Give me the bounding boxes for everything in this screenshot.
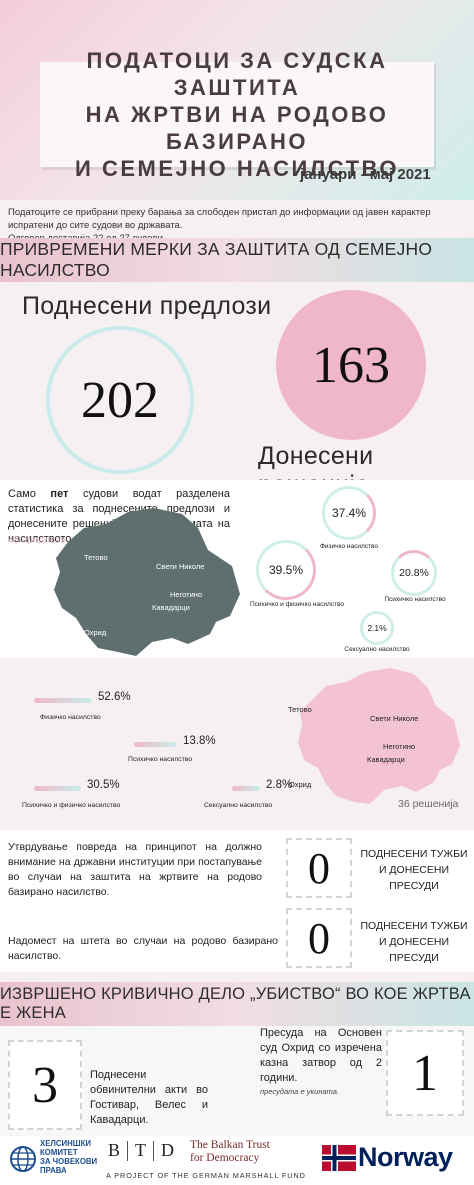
decision-bar <box>134 742 177 747</box>
decision-bar <box>34 698 92 703</box>
period: јануари - мај 2021 <box>300 166 431 183</box>
title-box: ПОДАТОЦИ ЗА СУДСКА ЗАШТИТА НА ЖРТВИ НА Р… <box>40 48 434 181</box>
decided-value: 163 <box>312 336 390 394</box>
helsinki-globe-icon <box>10 1146 36 1172</box>
helsinki-line-3: ЗА ЧОВЕКОВИ <box>40 1157 98 1166</box>
submitted-value: 202 <box>81 371 159 429</box>
btd-letter-d: D <box>161 1140 175 1160</box>
helsinki-line-1: ХЕЛСИНШКИ <box>40 1139 91 1148</box>
banner-text: ИЗВРШЕНО КРИВИЧНО ДЕЛО „УБИСТВО“ ВО КОЕ … <box>0 985 471 1022</box>
source-note-line-1: Податоците се прибрани преку барања за с… <box>8 207 431 231</box>
submitted-label: Поднесени предлози <box>22 292 272 320</box>
decision-bar <box>232 786 260 791</box>
row2-label: ПОДНЕСЕНИ ТУЖБИ И ДОНЕСЕНИ ПРЕСУДИ <box>360 920 468 964</box>
ring-psych-physical-value: 39.5% <box>268 563 304 577</box>
btd-name-line-2: for Democracy <box>190 1152 260 1164</box>
indictments-box: 3 <box>8 1040 82 1130</box>
btd-name-line-1: The Balkan Trust <box>190 1139 270 1151</box>
decisions-count: 36 решенија <box>398 798 459 810</box>
map2-city-kavadarci: Кавадарци <box>367 755 405 764</box>
verdict-box: 1 <box>386 1030 464 1116</box>
decision-bar-label: Сексуално насилство <box>204 802 273 809</box>
decision-bar-value: 13.8% <box>183 735 216 747</box>
lawsuits-panel <box>0 830 474 972</box>
row1-value: 0 <box>308 843 330 893</box>
proposals-count: 48 предлози <box>8 535 66 546</box>
macedonia-map-pink <box>298 668 460 804</box>
title-line-3: И СЕМЕЈНО НАСИЛСТВО <box>75 156 399 181</box>
norway-logo-text: Norway <box>358 1142 453 1172</box>
ring-sexual-label: Сексуално насилство <box>344 646 410 653</box>
verdict-text: Пресуда на Основен суд Охрид со изречена… <box>260 1027 382 1084</box>
decision-bar-value: 30.5% <box>87 779 120 791</box>
stat-text-bold: пет <box>50 488 69 500</box>
map-city-negotino: Неготино <box>170 590 203 599</box>
decision-bar-label: Психичко и физичко насилство <box>22 802 121 809</box>
map2-city-tetovo: Тетово <box>288 705 312 714</box>
btd-divider <box>127 1140 129 1161</box>
ring-psych-value: 20.8% <box>399 567 429 579</box>
footer <box>0 1136 474 1185</box>
decision-bar-value: 52.6% <box>98 691 131 703</box>
map2-city-negotino: Неготино <box>383 742 416 751</box>
indictments-value: 3 <box>32 1056 58 1114</box>
row1-box: 0 <box>286 838 352 898</box>
map-city-tetovo: Тетово <box>84 553 108 562</box>
ring-physical-value: 37.4% <box>331 506 367 520</box>
decision-bar-label: Физичко насилство <box>40 714 101 721</box>
btd-divider <box>153 1140 155 1161</box>
map-city-ohrid: Охрид <box>84 628 107 637</box>
banner-text: ПРИВРЕМЕНИ МЕРКИ ЗА ЗАШТИТА ОД СЕМЕЈНО Н… <box>0 239 433 280</box>
ring-physical: 37.4% <box>322 486 376 540</box>
ring-sexual-value: 2.1% <box>367 623 387 633</box>
row2-text: Надомест на штета во случаи на родово ба… <box>8 935 278 962</box>
decision-bar-label: Психичко насилство <box>128 756 193 763</box>
section-banner-protection-measures: ПРИВРЕМЕНИ МЕРКИ ЗА ЗАШТИТА ОД СЕМЕЈНО Н… <box>0 238 474 282</box>
ring-psych-physical: 39.5% <box>256 540 316 600</box>
title-line-1: ПОДАТОЦИ ЗА СУДСКА ЗАШТИТА <box>86 48 388 100</box>
helsinki-logo-text: ХЕЛСИНШКИ КОМИТЕТ ЗА ЧОВЕКОВИ ПРАВА <box>40 1139 97 1175</box>
ring-physical-label: Физичко насилство <box>319 543 378 550</box>
row2-box: 0 <box>286 908 352 968</box>
btd-tagline: A PROJECT OF THE GERMAN MARSHALL FUND <box>106 1171 306 1180</box>
ring-sexual: 2.1% <box>360 611 394 645</box>
section-banner-murder: ИЗВРШЕНО КРИВИЧНО ДЕЛО „УБИСТВО“ ВО КОЕ … <box>0 982 474 1026</box>
stat-text-pre: Само <box>8 488 51 500</box>
submitted-ring: 202 <box>46 326 194 474</box>
norway-flag-icon <box>322 1145 356 1171</box>
ring-psych: 20.8% <box>391 550 437 596</box>
btd-name: The Balkan Trust for Democracy <box>190 1139 270 1165</box>
map2-city-ohrid: Охрид <box>289 780 312 789</box>
row2-value: 0 <box>308 913 330 963</box>
macedonia-map-gray <box>54 508 240 656</box>
decision-bar-value: 2.8% <box>266 779 293 791</box>
decision-bar <box>34 786 81 791</box>
btd-letter-b: B <box>108 1140 121 1160</box>
helsinki-line-2: КОМИТЕТ <box>40 1148 78 1157</box>
verdict-value: 1 <box>412 1044 438 1102</box>
row1-text: Утврдување повреда на принципот на должн… <box>8 841 262 898</box>
btd-letter-t: T <box>135 1140 147 1160</box>
map-city-sveti-nikole: Свети Николе <box>156 562 205 571</box>
btd-logo: B T D <box>108 1140 174 1161</box>
map-city-kavadarci: Кавадарци <box>152 603 190 612</box>
row1-label: ПОДНЕСЕНИ ТУЖБИ И ДОНЕСЕНИ ПРЕСУДИ <box>360 848 468 892</box>
title-line-2: НА ЖРТВИ НА РОДОВО БАЗИРАНО <box>85 102 389 154</box>
indictments-text: Поднесени обвинителни акти во Гостивар, … <box>90 1069 208 1126</box>
ring-psych-label: Психичко насилство <box>384 596 446 603</box>
ring-psych-physical-label: Психичко и физичко насилство <box>250 601 345 608</box>
helsinki-line-4: ПРАВА <box>40 1166 67 1175</box>
verdict-note: пресудата е укината. <box>260 1087 339 1096</box>
map2-city-sveti-nikole: Свети Николе <box>370 714 419 723</box>
decided-circle: 163 <box>276 290 426 440</box>
